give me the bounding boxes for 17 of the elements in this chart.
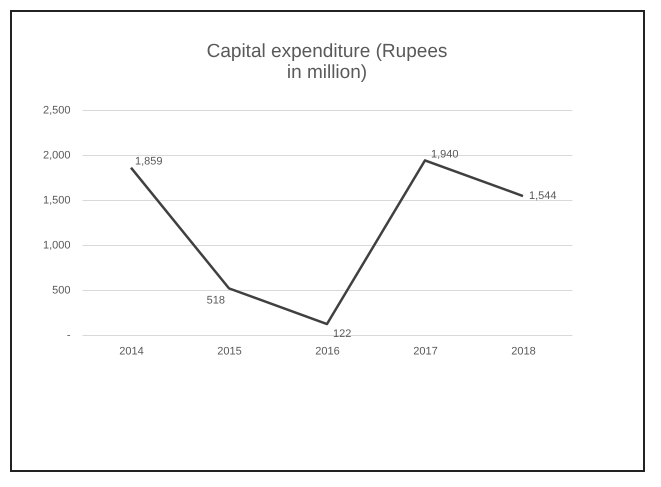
y-tick-label: - xyxy=(66,330,71,342)
x-tick-label: 2014 xyxy=(119,346,144,358)
x-tick-label: 2015 xyxy=(217,346,242,358)
x-tick-label: 2016 xyxy=(315,346,340,358)
y-tick-label: 500 xyxy=(52,284,70,296)
data-label: 1,544 xyxy=(529,190,557,202)
data-label: 122 xyxy=(333,328,352,340)
y-tick-label: 1,000 xyxy=(42,240,70,252)
x-tick-label: 2017 xyxy=(413,346,438,358)
y-tick-label: 2,500 xyxy=(42,104,70,116)
y-tick-label: 1,500 xyxy=(42,194,70,206)
data-label: 518 xyxy=(206,294,225,306)
chart-title: Capital expenditure (Rupees in million) xyxy=(206,41,448,83)
y-tick-label: 2,000 xyxy=(42,150,70,162)
data-label: 1,859 xyxy=(135,156,163,168)
x-tick-label: 2018 xyxy=(511,346,536,358)
data-label: 1,940 xyxy=(431,148,459,160)
